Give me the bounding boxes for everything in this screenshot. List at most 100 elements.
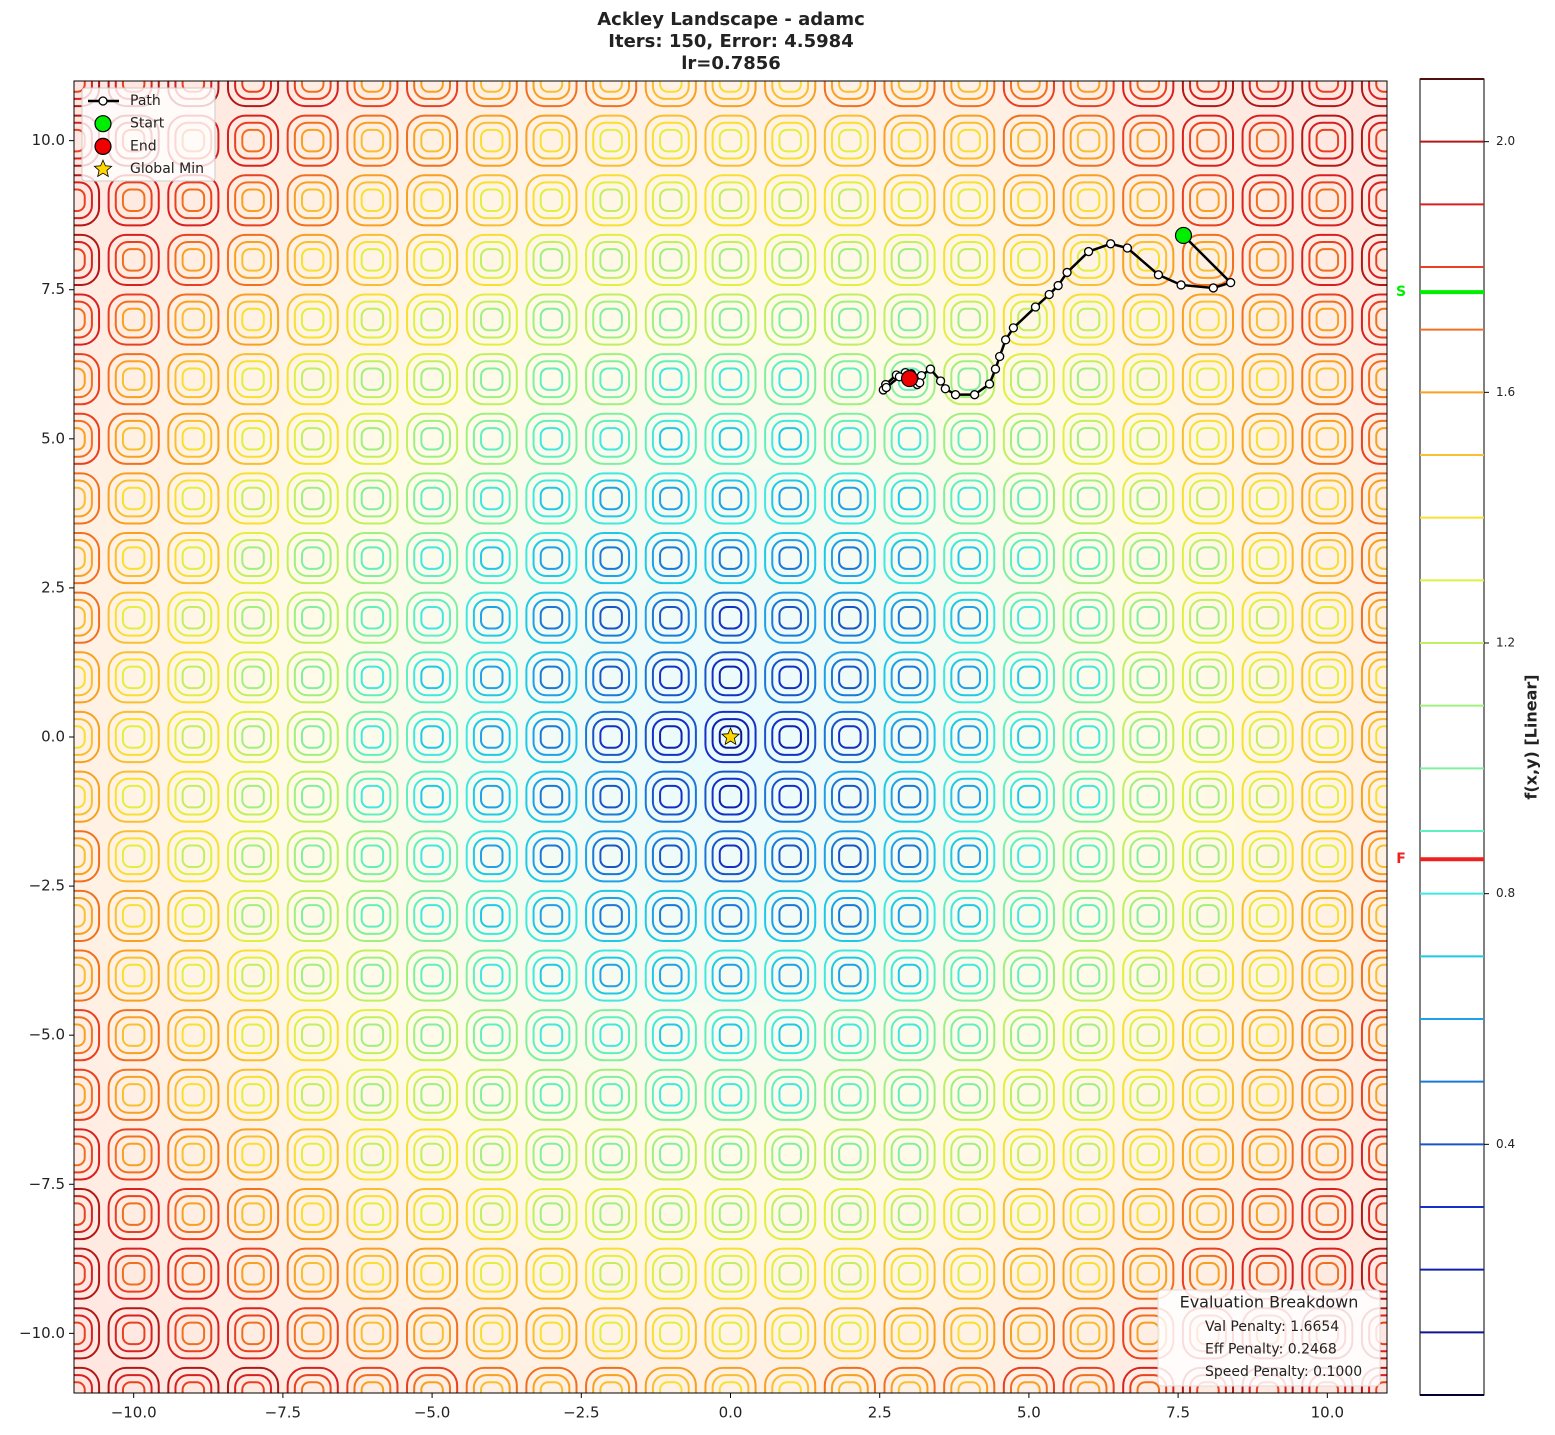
contour-ring	[1076, 1142, 1101, 1167]
contour-ring	[420, 725, 444, 749]
contour-ring	[1069, 360, 1108, 399]
contour-ring	[121, 1202, 146, 1226]
contour-ring	[1002, 591, 1055, 644]
contour-ring	[480, 486, 504, 511]
contour-ring	[771, 300, 810, 339]
contour-ring	[353, 479, 392, 518]
contour-ring	[346, 651, 399, 704]
contour-ring	[114, 1135, 153, 1174]
contour-ring	[413, 1374, 451, 1393]
contour-ring	[764, 353, 817, 406]
contour-ring	[532, 777, 571, 816]
contour-ring	[1255, 188, 1280, 213]
contour-ring	[74, 1188, 101, 1241]
contour-ring	[1002, 889, 1055, 942]
contour-ring	[74, 307, 86, 332]
contour-ring	[644, 1068, 697, 1121]
contour-ring	[413, 837, 451, 876]
contour-ring	[1315, 248, 1340, 272]
contour-ring	[897, 307, 922, 332]
contour-ring	[1375, 1023, 1387, 1047]
contour-ring	[599, 248, 623, 272]
contour-ring	[74, 1068, 101, 1121]
contour-ring	[897, 963, 922, 988]
contour-ring	[651, 718, 690, 756]
contour-ring	[525, 114, 578, 167]
contour-ring	[704, 1068, 757, 1121]
contour-ring	[585, 1009, 638, 1062]
contour-ring	[465, 1128, 518, 1181]
contour-ring	[1196, 904, 1220, 928]
contour-ring	[830, 121, 869, 160]
contour-ring	[532, 300, 571, 339]
contour-ring	[525, 1128, 578, 1181]
contour-ring	[711, 181, 750, 220]
contour-ring	[1375, 1142, 1387, 1167]
contour-ring	[1129, 598, 1168, 637]
contour-ring	[346, 710, 399, 764]
contour-ring	[480, 188, 504, 213]
contour-ring	[1196, 844, 1220, 869]
contour-ring	[74, 1128, 101, 1181]
contour-ring	[234, 81, 272, 100]
contour-ring	[1069, 181, 1108, 220]
contour-ring	[1017, 248, 1041, 272]
path-point	[1122, 243, 1133, 253]
contour-ring	[778, 486, 802, 511]
contour-ring	[420, 248, 444, 272]
contour-ring	[1308, 718, 1347, 756]
contour-ring	[890, 1075, 929, 1114]
contour-ring	[957, 546, 981, 570]
contour-ring	[830, 956, 869, 995]
contour-ring	[585, 353, 638, 406]
contour-ring	[711, 658, 750, 697]
contour-ring	[174, 419, 213, 458]
path-point	[1030, 302, 1041, 312]
contour-ring	[1002, 770, 1055, 823]
contour-ring	[1196, 1142, 1220, 1167]
contour-ring	[943, 412, 996, 465]
contour-ring	[651, 1135, 690, 1174]
contour-ring	[838, 367, 862, 391]
contour-ring	[957, 963, 981, 988]
contour-ring	[1315, 307, 1340, 332]
contour-ring	[1181, 174, 1235, 227]
contour-ring	[890, 1195, 929, 1233]
contour-ring	[1010, 1374, 1048, 1393]
contour-ring	[107, 532, 160, 585]
contour-ring	[599, 1023, 623, 1047]
contour-ring	[532, 1075, 571, 1114]
contour-ring	[718, 1321, 743, 1346]
contour-ring	[764, 293, 817, 346]
contour-ring	[74, 1247, 101, 1300]
marker-star	[720, 726, 741, 746]
contour-ring	[181, 248, 206, 272]
path-point	[1106, 239, 1116, 249]
contour-ring	[241, 1142, 265, 1167]
contour-ring	[1122, 293, 1175, 346]
contour-ring	[532, 1135, 571, 1174]
contour-ring	[1017, 1202, 1041, 1226]
colorbar-label: f(x,y) [Linear]	[1522, 674, 1541, 799]
contour-ring	[346, 1128, 399, 1181]
contour-ring	[226, 949, 280, 1002]
contour-ring	[1255, 784, 1280, 809]
contour-ring	[480, 844, 504, 869]
contour-ring	[1076, 546, 1101, 570]
path-point	[881, 382, 891, 393]
marker-point	[900, 369, 919, 388]
contour-ring	[413, 658, 451, 697]
contour-ring	[1076, 486, 1101, 511]
contour-ring	[778, 128, 802, 153]
contour-ring	[957, 367, 981, 391]
contour-ring	[539, 665, 564, 690]
contour-ring	[838, 844, 862, 869]
contour-ring	[1248, 181, 1287, 220]
contour-ring	[585, 651, 638, 704]
contour-ring	[472, 121, 511, 160]
contour-ring	[480, 1023, 504, 1047]
contour-ring	[114, 1075, 153, 1114]
contour-ring	[1002, 1068, 1055, 1121]
contour-ring	[651, 1314, 690, 1353]
contour-ring	[957, 1202, 981, 1226]
